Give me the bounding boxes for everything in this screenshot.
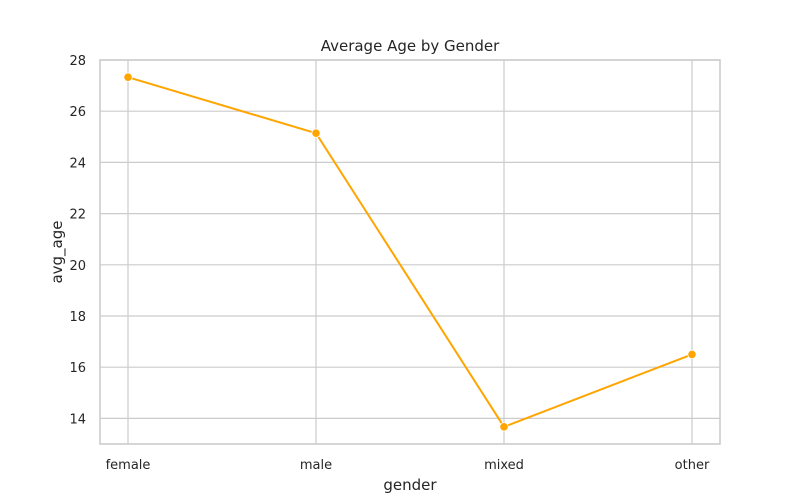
y-tick-label: 26 [69,105,86,120]
grid-lines [100,59,720,444]
x-tick-label: other [675,458,710,473]
data-point-male [311,128,321,138]
x-tick-labels: female male mixed other [106,458,710,473]
y-tick-label: 20 [69,259,86,274]
y-tick-label: 24 [69,156,86,171]
y-tick-label: 14 [69,412,86,427]
chart-title: Average Age by Gender [321,37,500,55]
y-tick-labels: 14 16 18 20 22 24 26 28 [69,54,86,427]
data-point-female [123,72,133,82]
x-tick-label: female [106,458,151,473]
data-point-other [687,349,697,359]
y-axis-label: avg_age [48,220,67,283]
data-series [123,72,697,432]
x-tick-label: mixed [484,458,524,473]
series-line [127,76,693,429]
y-tick-label: 18 [69,310,86,325]
y-tick-label: 22 [69,208,86,223]
y-tick-label: 16 [69,361,86,376]
x-axis-label: gender [383,476,437,494]
plot-area-frame [99,59,721,445]
y-tick-label: 28 [69,54,86,69]
x-tick-label: male [300,458,332,473]
data-point-mixed [499,422,509,432]
